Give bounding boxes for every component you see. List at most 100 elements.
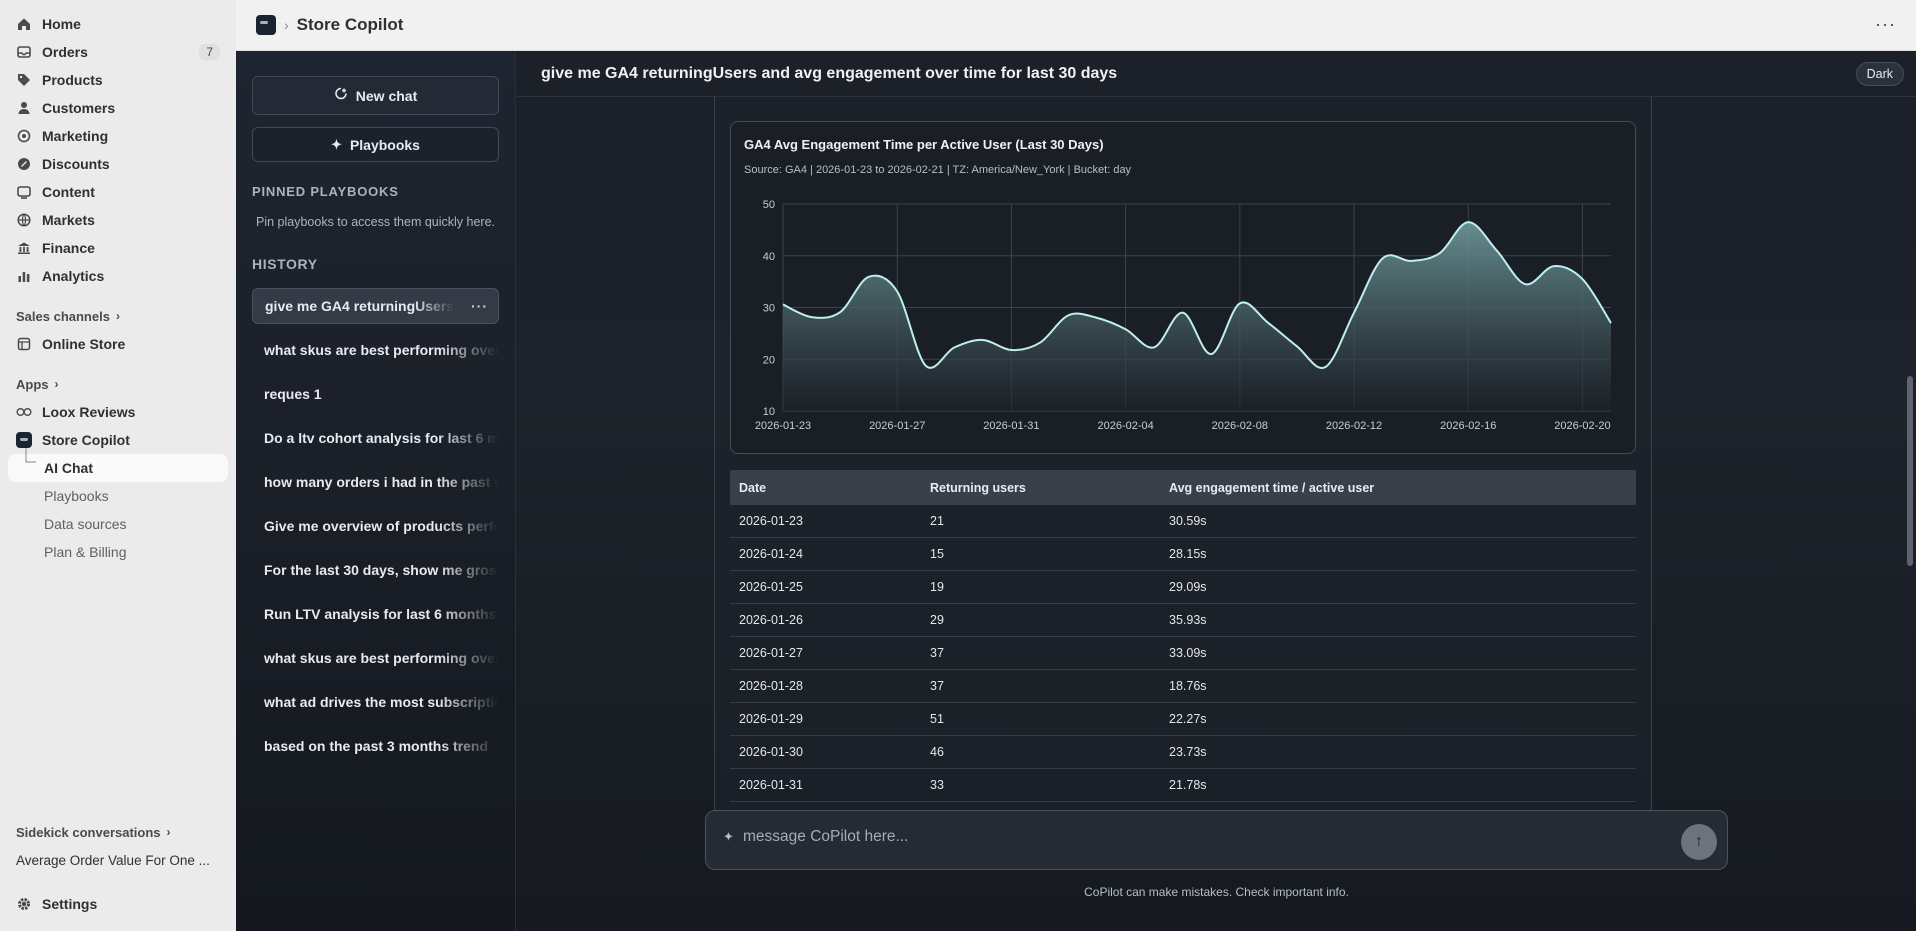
- table-row: 2026-01-30 46 23.73s: [730, 736, 1636, 769]
- nav-discounts[interactable]: Discounts: [8, 150, 228, 178]
- history-item-label: give me GA4 returningUsers and avg engag…: [265, 298, 455, 314]
- apps-heading[interactable]: Apps ›: [8, 370, 228, 398]
- conversation-header: give me GA4 returningUsers and avg engag…: [517, 51, 1916, 97]
- nav-loox-reviews[interactable]: Loox Reviews: [8, 398, 228, 426]
- history-item-active[interactable]: give me GA4 returningUsers and avg engag…: [252, 288, 499, 324]
- history-item[interactable]: what skus are best performing overall: [264, 342, 499, 358]
- x-tick-label: 2026-01-27: [869, 420, 925, 432]
- subnav-ai-chat[interactable]: AI Chat: [8, 454, 228, 482]
- sales-channels-label: Sales channels: [16, 308, 110, 324]
- cell-returning-users: 19: [930, 580, 944, 594]
- bar-chart-icon: [16, 268, 32, 284]
- history-item[interactable]: based on the past 3 months trend: [264, 738, 489, 754]
- home-icon: [16, 16, 32, 32]
- nav-finance-label: Finance: [42, 240, 95, 256]
- send-button[interactable]: ↑: [1681, 824, 1717, 860]
- history-item[interactable]: Do a ltv cohort analysis for last 6 mont…: [264, 430, 499, 446]
- table-row: 2026-01-29 51 22.27s: [730, 703, 1636, 736]
- history-item[interactable]: Give me overview of products performance: [264, 518, 499, 534]
- table-row: 2026-01-31 33 21.78s: [730, 769, 1636, 802]
- table-row: 2026-01-23 21 30.59s: [730, 505, 1636, 538]
- table-row: 2026-01-28 37 18.76s: [730, 670, 1636, 703]
- history-item[interactable]: reques 1: [264, 386, 322, 402]
- loox-reviews-label: Loox Reviews: [42, 404, 136, 420]
- orders-icon: [16, 44, 32, 60]
- sales-channels-heading[interactable]: Sales channels ›: [8, 302, 228, 330]
- chevron-right-icon: ›: [115, 309, 120, 323]
- table-row: 2026-01-24 15 28.15s: [730, 538, 1636, 571]
- orders-count-badge: 7: [199, 44, 220, 60]
- cell-avg-engagement: 30.59s: [1169, 514, 1207, 528]
- x-tick-label: 2026-02-04: [1097, 420, 1153, 432]
- history-heading: HISTORY: [252, 256, 318, 272]
- admin-sidebar: Home Orders 7 Products Customers Marketin…: [0, 0, 236, 931]
- history-item[interactable]: what ad drives the most subscriptions: [264, 694, 499, 710]
- scrollbar-thumb[interactable]: [1907, 376, 1913, 566]
- history-item[interactable]: what skus are best performing overall: [264, 650, 499, 666]
- history-item[interactable]: For the last 30 days, show me gross sale…: [264, 562, 499, 578]
- person-icon: [16, 100, 32, 116]
- cell-avg-engagement: 28.15s: [1169, 547, 1207, 561]
- nav-customers[interactable]: Customers: [8, 94, 228, 122]
- storefront-icon: [16, 336, 32, 352]
- history-item-menu-icon[interactable]: ···: [471, 298, 488, 314]
- nav-discounts-label: Discounts: [42, 156, 110, 172]
- nav-marketing-label: Marketing: [42, 128, 109, 144]
- conversation-title: give me GA4 returningUsers and avg engag…: [541, 64, 1118, 82]
- cell-returning-users: 21: [930, 514, 944, 528]
- new-chat-label: New chat: [355, 87, 418, 104]
- nav-home[interactable]: Home: [8, 10, 228, 38]
- nav-products[interactable]: Products: [8, 66, 228, 94]
- more-options-icon[interactable]: ···: [1875, 14, 1896, 34]
- nav-markets[interactable]: Markets: [8, 206, 228, 234]
- column-header-date: Date: [739, 480, 767, 495]
- nav-analytics-label: Analytics: [42, 268, 105, 284]
- column-header-avg-engagement: Avg engagement time / active user: [1169, 480, 1375, 495]
- nav-analytics[interactable]: Analytics: [8, 262, 228, 290]
- new-chat-button[interactable]: New chat: [252, 76, 499, 115]
- nav-markets-label: Markets: [42, 212, 95, 228]
- chevron-right-icon: ›: [54, 377, 59, 391]
- cell-avg-engagement: 35.93s: [1169, 613, 1207, 627]
- engagement-area-chart: 10 20 30 40 50 2026-01-23 2026-01-27 2026-01-31…: [755, 199, 1612, 432]
- nav-marketing[interactable]: Marketing: [8, 122, 228, 150]
- history-item[interactable]: how many orders i had in the past week: [264, 474, 499, 490]
- playbooks-button[interactable]: ✦ Playbooks: [252, 127, 499, 162]
- sidekick-heading[interactable]: Sidekick conversations ›: [8, 818, 228, 846]
- message-scroll-area[interactable]: 10 20 30 40 50 2026-01-23 2026-01-27 2026-01-31…: [517, 97, 1916, 842]
- cell-avg-engagement: 21.78s: [1169, 778, 1207, 792]
- cell-date: 2026-01-29: [739, 712, 803, 726]
- sparkle-icon: ✦: [331, 136, 342, 152]
- sidekick-conversation-item[interactable]: Average Order Value For One ...: [16, 852, 210, 868]
- playbooks-label: Playbooks: [349, 136, 420, 153]
- settings-label: Settings: [42, 896, 98, 912]
- chart-subtitle: Source: GA4 | 2026-01-23 to 2026-02-21 |…: [744, 164, 1132, 176]
- subnav-data-sources[interactable]: Data sources: [44, 516, 127, 532]
- cell-date: 2026-01-25: [739, 580, 803, 594]
- theme-toggle-button[interactable]: Dark: [1855, 62, 1904, 86]
- subnav-playbooks[interactable]: Playbooks: [44, 488, 109, 504]
- x-tick-label: 2026-02-20: [1554, 420, 1610, 432]
- copilot-app: New chat ✦ Playbooks PINNED PLAYBOOKS Pin…: [236, 51, 1916, 931]
- cell-avg-engagement: 29.09s: [1169, 580, 1207, 594]
- store-copilot-logo-icon: [16, 432, 32, 448]
- history-item[interactable]: Run LTV analysis for last 6 months: [264, 606, 497, 622]
- nav-home-label: Home: [42, 16, 81, 32]
- infinity-icon: [16, 404, 32, 420]
- disclaimer-text: CoPilot can make mistakes. Check importa…: [1084, 885, 1349, 899]
- nav-online-store[interactable]: Online Store: [8, 330, 228, 358]
- nav-orders[interactable]: Orders 7: [8, 38, 228, 66]
- table-row: 2026-01-27 37 33.09s: [730, 637, 1636, 670]
- nav-store-copilot[interactable]: Store Copilot: [8, 426, 228, 454]
- online-store-label: Online Store: [42, 336, 126, 352]
- message-composer[interactable]: ✦ message CoPilot here... ↑: [705, 810, 1728, 870]
- tree-connector-icon: [25, 448, 36, 463]
- message-input-placeholder[interactable]: message CoPilot here...: [743, 828, 909, 845]
- nav-content[interactable]: Content: [8, 178, 228, 206]
- subnav-plan-billing[interactable]: Plan & Billing: [44, 544, 127, 560]
- tag-icon: [16, 72, 32, 88]
- engagement-chart-card: 10 20 30 40 50 2026-01-23 2026-01-27 2026-01-31…: [730, 121, 1636, 454]
- nav-settings[interactable]: Settings: [8, 890, 228, 918]
- nav-finance[interactable]: Finance: [8, 234, 228, 262]
